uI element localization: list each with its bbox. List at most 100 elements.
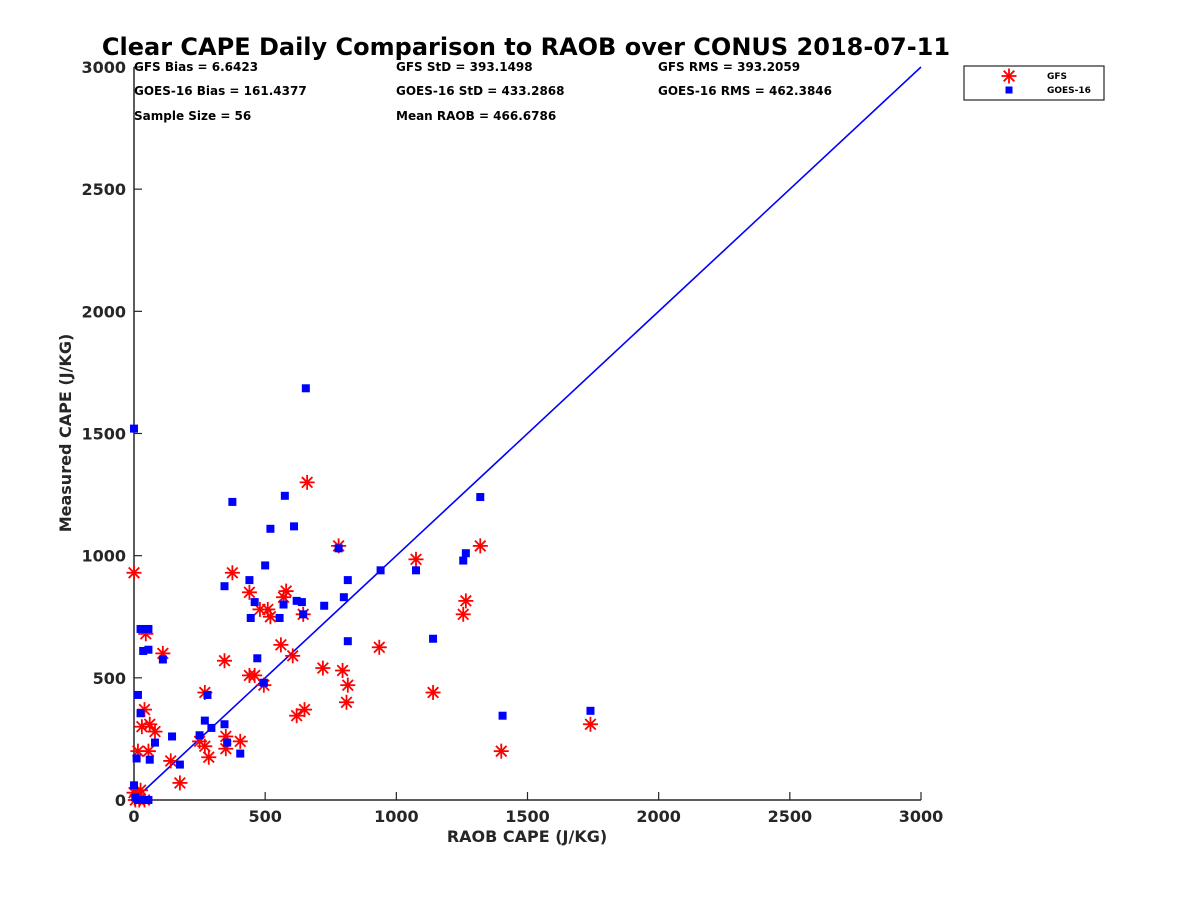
x-tick-label: 0	[128, 807, 139, 826]
goes16-point	[236, 749, 245, 758]
gfs-point	[455, 606, 471, 622]
legend-label: GFS	[1047, 72, 1067, 82]
reference-line-layer	[133, 66, 922, 801]
gfs-point	[285, 648, 301, 664]
statistics-annotations: GFS Bias = 6.6423 GFS StD = 393.1498 GFS R…	[134, 60, 832, 123]
goes16-point	[150, 738, 159, 747]
goes16-point	[207, 723, 216, 732]
gfs-point	[163, 753, 179, 769]
goes16-point	[133, 690, 142, 699]
goes16-point	[476, 493, 485, 502]
gfs-point	[297, 702, 313, 718]
legend-box	[963, 65, 1105, 101]
goes16-point	[136, 624, 145, 633]
stat-annotation: GFS StD = 393.1498	[396, 60, 533, 74]
goes16-point	[259, 678, 268, 687]
x-tick-label: 3000	[899, 807, 944, 826]
gfs-point	[315, 660, 331, 676]
y-tick-label: 0	[115, 791, 126, 810]
goes16-point	[130, 424, 138, 433]
goes16-point	[195, 731, 204, 740]
goes16-point	[334, 544, 343, 553]
stat-annotation: GOES-16 StD = 433.2868	[396, 84, 565, 98]
goes16-point	[250, 598, 259, 607]
goes16-point	[299, 610, 308, 619]
gfs-point	[262, 609, 278, 625]
one-to-one-line	[133, 66, 922, 801]
gfs-point	[241, 584, 257, 600]
y-tick-label: 1000	[81, 547, 126, 566]
gfs-point	[232, 733, 248, 749]
goes16-point	[144, 796, 153, 804]
gfs-point	[172, 775, 188, 791]
goes16-point	[220, 720, 229, 729]
goes16-point	[175, 760, 184, 769]
x-tick-label: 1500	[505, 807, 550, 826]
gfs-point	[340, 677, 356, 693]
gfs-point	[278, 583, 294, 599]
goes16-point	[253, 654, 262, 663]
legend-marker-goes-16	[1005, 86, 1013, 94]
goes16-point	[139, 646, 148, 655]
gfs-point	[335, 663, 351, 679]
goes16-point	[223, 738, 232, 747]
goes16-point	[280, 491, 289, 500]
gfs-point	[201, 749, 217, 765]
goes16-point	[130, 781, 138, 790]
stat-annotation: GFS Bias = 6.6423	[134, 60, 258, 74]
gfs-point	[371, 639, 387, 655]
goes16-point	[136, 709, 145, 718]
goes16-point	[320, 601, 329, 610]
goes16-point	[158, 655, 167, 664]
stat-annotation: Mean RAOB = 466.6786	[396, 109, 556, 123]
goes16-point	[245, 576, 254, 585]
gfs-point	[493, 743, 509, 759]
goes16-point	[339, 593, 348, 602]
goes16-point	[376, 566, 385, 575]
axes: 0 500 1000 1500 2000 2500 3000 0 500 1000 1500 2000…	[81, 58, 943, 826]
goes16-point	[279, 600, 288, 609]
goes16-point	[498, 711, 507, 720]
goes16-point	[343, 576, 352, 585]
series-gfs	[126, 474, 598, 808]
goes16-point	[200, 716, 209, 725]
goes16-point	[145, 755, 154, 764]
stat-annotation: GFS RMS = 393.2059	[658, 60, 800, 74]
chart-title: Clear CAPE Daily Comparison to RAOB over…	[102, 33, 950, 61]
legend-marker-gfs	[1001, 68, 1017, 84]
stat-annotation: GOES-16 Bias = 161.4377	[134, 84, 307, 98]
goes16-point	[261, 561, 270, 570]
goes16-point	[228, 497, 237, 506]
legend-label: GOES-16	[1047, 86, 1091, 96]
goes16-point	[275, 613, 284, 622]
gfs-point	[299, 474, 315, 490]
y-axis-label: Measured CAPE (J/KG)	[56, 334, 75, 533]
gfs-point	[425, 684, 441, 700]
goes16-point	[459, 556, 468, 565]
goes16-point	[266, 524, 275, 533]
goes16-point	[144, 645, 153, 654]
stat-annotation: GOES-16 RMS = 462.3846	[658, 84, 832, 98]
goes16-point	[301, 384, 310, 393]
y-tick-label: 2000	[81, 302, 126, 321]
x-tick-label: 2500	[768, 807, 813, 826]
goes16-point	[461, 549, 470, 558]
gfs-point	[126, 565, 142, 581]
goes16-point	[132, 754, 141, 763]
series-goes-16	[130, 384, 595, 804]
goes16-point	[220, 582, 229, 591]
gfs-point	[260, 601, 276, 617]
x-axis-label: RAOB CAPE (J/KG)	[447, 827, 607, 846]
gfs-point	[218, 741, 234, 757]
y-tick-label: 500	[93, 669, 126, 688]
y-tick-label: 2500	[81, 180, 126, 199]
gfs-point	[273, 637, 289, 653]
gfs-point	[147, 724, 163, 740]
legend: GFS GOES-16	[963, 65, 1105, 101]
gfs-point	[472, 538, 488, 554]
goes16-point	[297, 598, 306, 607]
legend-entries: GFS GOES-16	[1001, 68, 1091, 96]
gfs-point	[408, 551, 424, 567]
goes16-point	[429, 634, 438, 643]
gfs-point	[338, 694, 354, 710]
